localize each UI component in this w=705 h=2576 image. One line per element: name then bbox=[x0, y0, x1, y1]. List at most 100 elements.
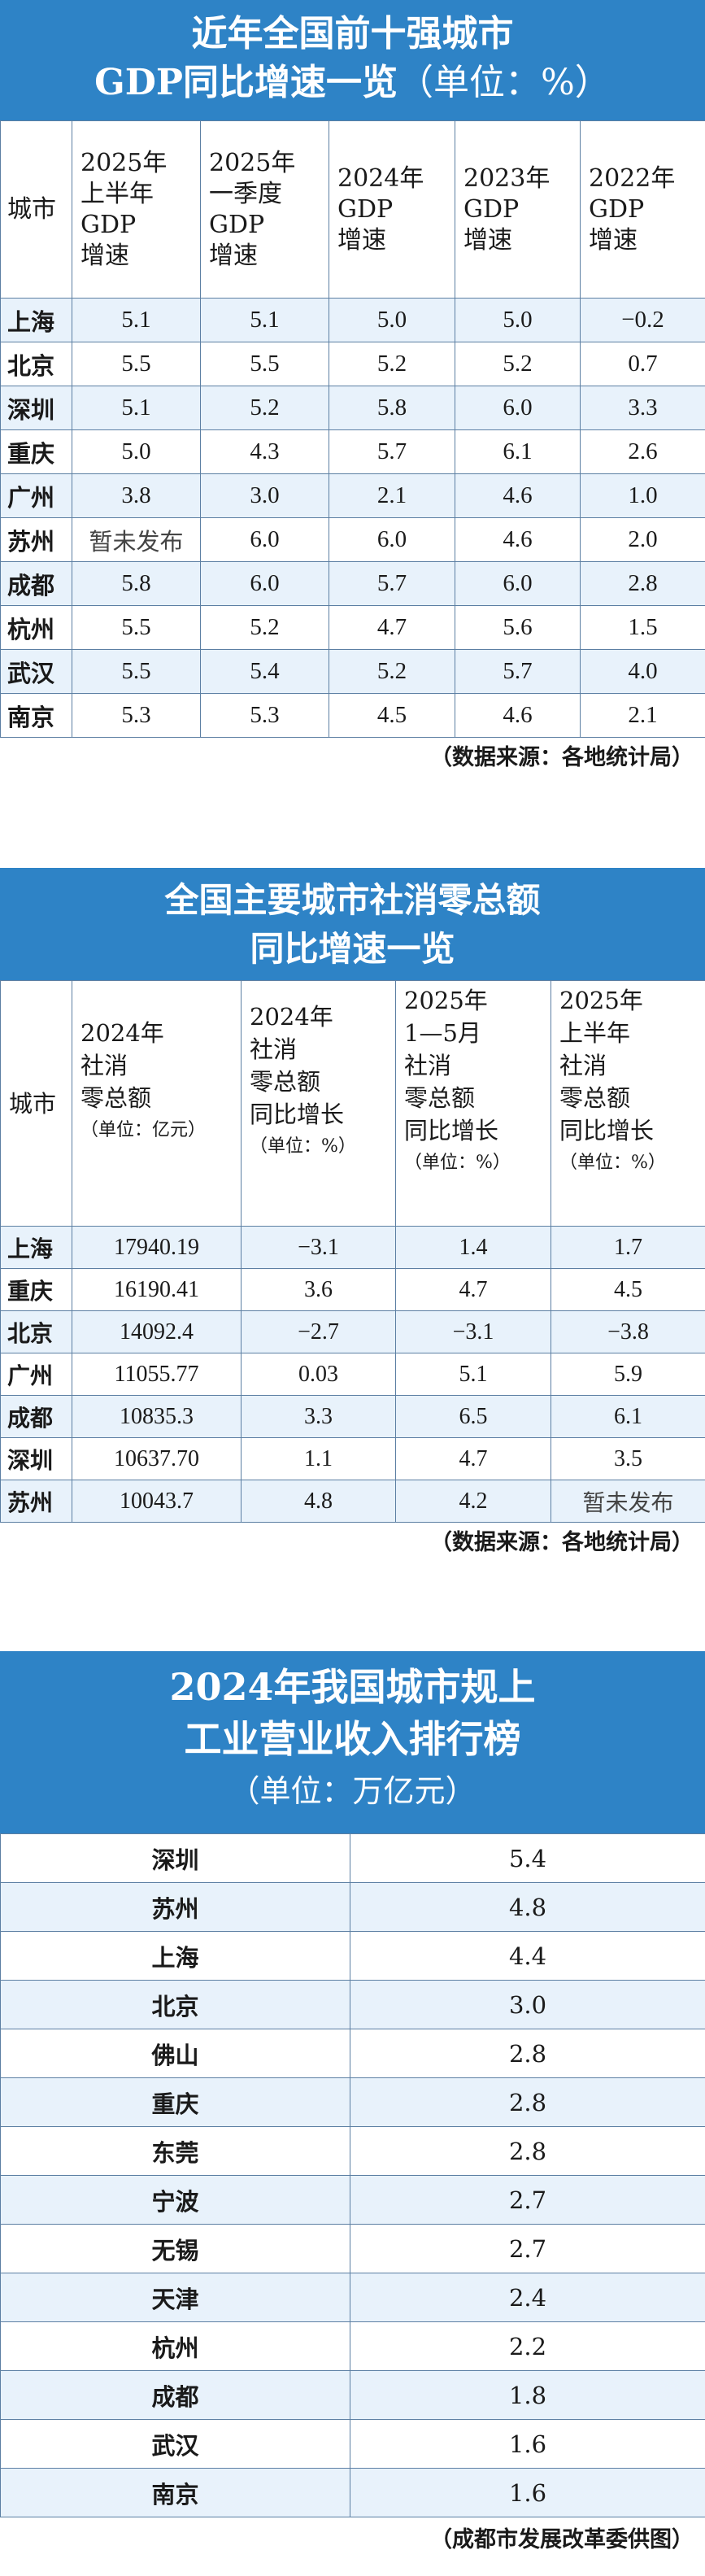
hdr-line: 增速 bbox=[209, 241, 258, 270]
value-cell: 5.1 bbox=[395, 1353, 551, 1396]
value-cell: 5.0 bbox=[455, 298, 581, 342]
city-cell: 苏州 bbox=[0, 1480, 72, 1523]
value-cell: 3.3 bbox=[580, 386, 705, 430]
value-cell: 5.5 bbox=[72, 605, 201, 650]
value-cell: 1.4 bbox=[395, 1226, 551, 1269]
value-cell: −2.7 bbox=[241, 1310, 396, 1353]
value-cell: 2.4 bbox=[350, 2273, 705, 2322]
hdr-line: 2022年 bbox=[589, 163, 676, 193]
table-row: 成都 5.8 6.0 5.7 6.0 2.8 bbox=[0, 561, 705, 606]
value-cell: −3.1 bbox=[241, 1226, 396, 1269]
value-cell: 5.5 bbox=[72, 342, 201, 386]
value-cell: 5.8 bbox=[329, 386, 455, 430]
value-cell: 1.0 bbox=[580, 473, 705, 518]
city-cell: 苏州 bbox=[0, 517, 72, 562]
value-cell: 5.5 bbox=[200, 342, 329, 386]
city-cell: 武汉 bbox=[0, 2419, 350, 2469]
value-cell: 4.2 bbox=[395, 1480, 551, 1523]
retail-title-bar: 全国主要城市社消零总额 同比增速一览 bbox=[0, 868, 705, 980]
retail-source-note: （数据来源：各地统计局） bbox=[0, 1523, 705, 1563]
hdr-line: 2025年 bbox=[209, 148, 296, 177]
city-cell: 成都 bbox=[0, 561, 72, 606]
industry-title-line1: 2024年我国城市规上 bbox=[169, 1665, 536, 1709]
hdr-line: GDP bbox=[463, 194, 520, 224]
hdr-line: 同比增长 bbox=[250, 1101, 345, 1128]
hdr-line: 增速 bbox=[337, 225, 386, 255]
retail-title-line2: 同比增速一览 bbox=[250, 929, 455, 969]
value-cell: 5.5 bbox=[72, 649, 201, 694]
value-cell: 暂未发布 bbox=[72, 517, 201, 562]
value-cell: 2.0 bbox=[580, 517, 705, 562]
table-row: 苏州 暂未发布 6.0 6.0 4.6 2.0 bbox=[0, 517, 705, 562]
value-cell: 2.7 bbox=[350, 2224, 705, 2273]
hdr-line: GDP bbox=[81, 210, 137, 239]
gdp-header-col4: 2023年 GDP 增速 bbox=[455, 120, 581, 299]
city-cell: 南京 bbox=[0, 2468, 350, 2517]
table-row: 南京 1.6 bbox=[0, 2468, 705, 2517]
value-cell: 4.7 bbox=[329, 605, 455, 650]
value-cell: 1.1 bbox=[241, 1437, 396, 1480]
value-cell: 2.1 bbox=[580, 693, 705, 738]
value-cell: 11055.77 bbox=[72, 1353, 242, 1396]
gdp-section: 近年全国前十强城市 GDP同比增速一览（单位：%） 城市 2025年 上半年 G… bbox=[0, 0, 705, 778]
gdp-header-col1: 2025年 上半年 GDP 增速 bbox=[72, 120, 201, 299]
hdr-line: 同比增长 bbox=[404, 1117, 499, 1144]
table-row: 广州 11055.77 0.03 5.1 5.9 bbox=[0, 1353, 705, 1396]
industry-source-note: （成都市发展改革委供图） bbox=[0, 2517, 705, 2563]
hdr-unit: （单位：亿元） bbox=[81, 1120, 207, 1140]
value-cell: 2.8 bbox=[350, 2029, 705, 2078]
value-cell: 4.5 bbox=[329, 693, 455, 738]
hdr-unit: （单位：%） bbox=[250, 1136, 356, 1157]
hdr-line: 上半年 bbox=[81, 179, 154, 208]
hdr-line: 增速 bbox=[463, 225, 512, 255]
value-cell: 6.0 bbox=[200, 517, 329, 562]
industry-section: 2024年我国城市规上 工业营业收入排行榜 （单位：万亿元） 深圳 5.4 苏州 4… bbox=[0, 1651, 705, 2563]
gdp-table: 城市 2025年 上半年 GDP 增速 2025年 一季度 GDP 增速 202… bbox=[0, 120, 705, 738]
city-cell: 上海 bbox=[0, 298, 72, 342]
hdr-line: 1—5月 bbox=[404, 1019, 481, 1047]
value-cell: 4.6 bbox=[455, 517, 581, 562]
retail-header-row: 城市 2024年 社消 零总额 （单位：亿元） 2024年 社消 零总额 同比增… bbox=[0, 980, 705, 1227]
table-row: 深圳 5.4 bbox=[0, 1833, 705, 1883]
value-cell: 3.6 bbox=[241, 1268, 396, 1311]
table-row: 深圳 10637.70 1.1 4.7 3.5 bbox=[0, 1437, 705, 1480]
table-row: 天津 2.4 bbox=[0, 2273, 705, 2322]
gdp-header-row: 城市 2025年 上半年 GDP 增速 2025年 一季度 GDP 增速 202… bbox=[0, 120, 705, 299]
value-cell: 5.2 bbox=[200, 386, 329, 430]
value-cell: 6.0 bbox=[329, 517, 455, 562]
gdp-title-unit: （单位：%） bbox=[398, 62, 611, 103]
table-row: 北京 14092.4 −2.7 −3.1 −3.8 bbox=[0, 1310, 705, 1353]
retail-header-col1: 2024年 社消 零总额 （单位：亿元） bbox=[72, 980, 242, 1227]
value-cell: 6.5 bbox=[395, 1395, 551, 1438]
value-cell: 2.8 bbox=[350, 2126, 705, 2176]
gdp-title-line1: 近年全国前十强城市 bbox=[191, 13, 514, 54]
value-cell: 暂未发布 bbox=[551, 1480, 705, 1523]
city-cell: 杭州 bbox=[0, 605, 72, 650]
value-cell: 5.2 bbox=[329, 649, 455, 694]
value-cell: 5.3 bbox=[72, 693, 201, 738]
city-cell: 深圳 bbox=[0, 1437, 72, 1480]
table-row: 北京 3.0 bbox=[0, 1980, 705, 2029]
city-cell: 杭州 bbox=[0, 2321, 350, 2371]
value-cell: 4.8 bbox=[350, 1882, 705, 1932]
table-row: 苏州 10043.7 4.8 4.2 暂未发布 bbox=[0, 1480, 705, 1523]
value-cell: 4.7 bbox=[395, 1437, 551, 1480]
value-cell: 5.2 bbox=[329, 342, 455, 386]
table-row: 广州 3.8 3.0 2.1 4.6 1.0 bbox=[0, 473, 705, 518]
value-cell: 1.7 bbox=[551, 1226, 705, 1269]
hdr-line: 增速 bbox=[589, 225, 638, 255]
value-cell: 1.6 bbox=[350, 2419, 705, 2469]
table-row: 成都 1.8 bbox=[0, 2370, 705, 2420]
hdr-line: 2025年 bbox=[81, 148, 168, 177]
value-cell: 5.7 bbox=[329, 561, 455, 606]
value-cell: 5.0 bbox=[329, 298, 455, 342]
table-row: 杭州 2.2 bbox=[0, 2321, 705, 2371]
value-cell: 4.7 bbox=[395, 1268, 551, 1311]
hdr-unit: （单位：%） bbox=[559, 1153, 666, 1173]
value-cell: 4.8 bbox=[241, 1480, 396, 1523]
value-cell: 10835.3 bbox=[72, 1395, 242, 1438]
hdr-line: GDP bbox=[337, 194, 394, 224]
hdr-line: 零总额 bbox=[404, 1084, 476, 1112]
table-row: 佛山 2.8 bbox=[0, 2029, 705, 2078]
table-row: 无锡 2.7 bbox=[0, 2224, 705, 2273]
